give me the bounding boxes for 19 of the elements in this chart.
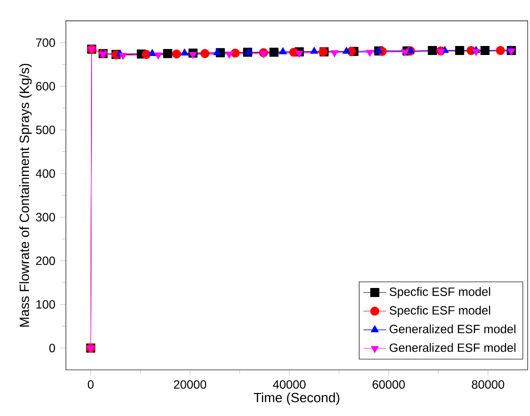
y-tick-label: 100 — [36, 300, 56, 309]
x-tick-label: 0 — [88, 380, 94, 389]
y-tick-label: 0 — [49, 344, 56, 352]
y-tick-label: 300 — [36, 212, 56, 222]
y-tick-label: 600 — [36, 82, 56, 91]
legend-label: Generalized ESF model — [390, 324, 516, 334]
y-tick-label: 400 — [36, 169, 56, 178]
x-axis-title: Time (Second) — [254, 392, 340, 405]
x-tick-label: 20000 — [174, 380, 206, 389]
x-tick-label: 40000 — [272, 380, 306, 389]
y-tick-label: 200 — [36, 256, 56, 266]
legend-label: Specfic ESF model — [390, 287, 490, 298]
legend-label: Specfic ESF model — [390, 306, 490, 317]
y-axis-title: Mass Flowrate of Containment Sprays (Kg/s) — [19, 64, 32, 327]
legend-label: Generalized ESF model — [390, 343, 516, 352]
y-tick-label: 500 — [36, 126, 56, 134]
y-tick-label: 700 — [36, 38, 56, 47]
x-tick-label: 60000 — [372, 380, 405, 389]
x-tick-label: 80000 — [472, 380, 504, 389]
